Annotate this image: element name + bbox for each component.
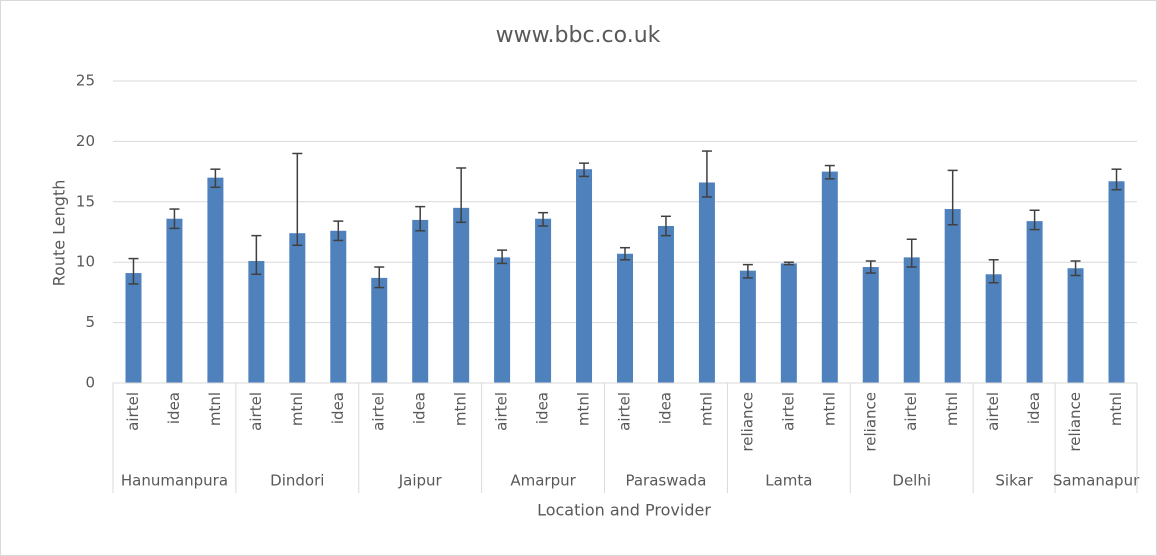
bar: [1067, 268, 1084, 383]
group-label: Jaipur: [398, 472, 443, 490]
bar: [617, 253, 633, 383]
x-tick-label: mtnl: [206, 392, 224, 426]
x-tick-label: mtnl: [820, 392, 838, 426]
x-tick-label: idea: [329, 392, 347, 424]
bar: [166, 218, 183, 383]
group-label: Delhi: [892, 472, 931, 490]
x-tick-label: idea: [411, 392, 429, 424]
x-tick-label: mtnl: [452, 392, 470, 426]
x-tick-label: airtel: [984, 392, 1002, 431]
group-label: Amarpur: [510, 472, 576, 490]
x-tick-label: idea: [1025, 392, 1043, 424]
x-tick-label: airtel: [616, 392, 634, 431]
x-tick-label: reliance: [738, 392, 756, 452]
y-tick-label: 25: [76, 72, 95, 90]
y-tick-label: 20: [76, 132, 95, 150]
bar: [862, 267, 879, 383]
x-axis-title: Location and Provider: [537, 501, 711, 520]
x-tick-label: idea: [165, 392, 183, 424]
bar: [903, 257, 920, 383]
bar: [739, 270, 756, 383]
group-label: Dindori: [270, 472, 324, 490]
bar: [1026, 221, 1043, 383]
group-label: Sikar: [995, 472, 1033, 490]
x-tick-label: airtel: [493, 392, 511, 431]
bar: [576, 169, 593, 383]
bar: [535, 218, 552, 383]
bar: [985, 274, 1002, 383]
bar: [207, 177, 224, 383]
x-tick-label: airtel: [902, 392, 920, 431]
x-tick-label: mtnl: [697, 392, 715, 426]
x-tick-label: airtel: [779, 392, 797, 431]
x-tick-label: airtel: [370, 392, 388, 431]
bar: [494, 257, 511, 383]
bar: [821, 171, 838, 383]
x-tick-label: reliance: [1066, 392, 1084, 452]
chart-title: www.bbc.co.uk: [496, 23, 661, 48]
x-tick-label: reliance: [861, 392, 879, 452]
bar: [248, 260, 265, 383]
bar: [125, 273, 142, 383]
x-tick-label: mtnl: [288, 392, 306, 426]
bar: [289, 233, 306, 383]
group-label: Samanapur: [1053, 472, 1140, 490]
x-tick-label: mtnl: [1107, 392, 1125, 426]
group-label: Hanumanpura: [121, 472, 228, 490]
bar: [1108, 181, 1125, 383]
bar: [330, 230, 347, 383]
bar: [657, 225, 674, 383]
bar: [453, 207, 470, 383]
x-tick-label: mtnl: [575, 392, 593, 426]
bar: [371, 277, 388, 383]
bar: [780, 263, 797, 383]
y-axis-title: Route Length: [50, 180, 69, 287]
bar: [698, 182, 715, 383]
x-tick-label: idea: [656, 392, 674, 424]
bar: [944, 209, 961, 383]
y-tick-label: 15: [76, 192, 95, 210]
x-tick-label: airtel: [124, 392, 142, 431]
group-label: Lamta: [765, 472, 812, 490]
x-tick-label: airtel: [247, 392, 265, 431]
x-tick-label: mtnl: [943, 392, 961, 426]
x-tick-label: idea: [534, 392, 552, 424]
y-tick-label: 0: [85, 374, 95, 392]
y-tick-label: 5: [85, 313, 95, 331]
group-label: Paraswada: [625, 472, 706, 490]
bar: [412, 219, 429, 383]
y-tick-label: 10: [76, 253, 95, 271]
